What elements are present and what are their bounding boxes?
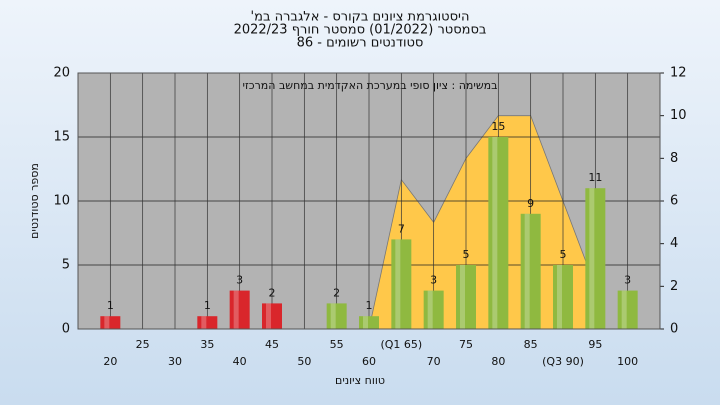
bar-shine [395, 239, 401, 329]
x-tick-label: (Q3 90) [542, 355, 584, 368]
x-tick-label: 85 [524, 338, 538, 351]
bar [585, 188, 606, 329]
bar-shine [233, 290, 239, 329]
data-label: 5 [560, 248, 567, 261]
bar [617, 290, 638, 329]
bar [553, 265, 573, 329]
bar [423, 290, 444, 329]
bar [100, 316, 121, 329]
data-label: 3 [236, 274, 243, 287]
y2-tick-label: 2 [670, 279, 678, 294]
data-label: 2 [269, 286, 276, 299]
bar-shine [201, 316, 207, 329]
y-tick-label: 10 [53, 194, 70, 209]
bar [262, 303, 282, 329]
x-tick-label: 35 [200, 338, 214, 351]
bar-shine [104, 316, 110, 329]
bar [326, 303, 347, 329]
plot-border [77, 72, 661, 330]
data-label: 1 [366, 299, 373, 312]
bar-shine [589, 188, 595, 329]
y-axis-label: מספר סטודנטים [28, 163, 41, 239]
bar [456, 265, 476, 329]
bar-shine [266, 303, 271, 329]
bar-shine [330, 303, 336, 329]
x-tick-label: 30 [168, 355, 182, 368]
x-tick-label: 70 [427, 355, 441, 368]
x-tick-label: 45 [265, 338, 279, 351]
bar-shine [557, 265, 562, 329]
y2-tick-label: 10 [670, 108, 687, 123]
x-tick-label: 95 [588, 338, 602, 351]
bar [488, 137, 509, 329]
data-label: 2 [333, 286, 340, 299]
data-label: 11 [588, 171, 602, 184]
bar-shine [524, 213, 530, 329]
bar-shine [363, 316, 368, 329]
y2-tick-label: 4 [670, 236, 678, 251]
annotation: במשימה : ציון סופי במערכת האקדמית במחשב … [243, 79, 498, 92]
x-tick-label: (Q1 65) [380, 338, 422, 351]
bar [359, 316, 379, 329]
y-tick-label: 5 [62, 258, 70, 273]
x-tick-label: 100 [617, 355, 638, 368]
y-tick-label: 0 [62, 322, 70, 337]
bar-shine [492, 137, 498, 329]
data-label: 1 [204, 299, 211, 312]
y2-tick-label: 12 [670, 66, 687, 81]
data-label: 9 [527, 197, 534, 210]
bar [520, 213, 541, 329]
x-axis-label: טווח ציונים [335, 374, 385, 387]
x-tick-label: 50 [297, 355, 311, 368]
chart-subtitle: סטודנטים רשומים - 86 [297, 36, 424, 51]
data-label: 1 [107, 299, 114, 312]
y2-tick-label: 8 [670, 151, 678, 166]
bar [229, 290, 250, 329]
bar [197, 316, 218, 329]
x-tick-label: 75 [459, 338, 473, 351]
data-label: 7 [398, 222, 405, 235]
y-tick-label: 20 [53, 66, 70, 81]
x-tick-label: 60 [362, 355, 376, 368]
x-tick-label: 80 [491, 355, 505, 368]
x-tick-label: 20 [103, 355, 117, 368]
y2-tick-label: 0 [670, 322, 678, 337]
bar-shine [460, 265, 465, 329]
data-label: 15 [491, 120, 505, 133]
bar [391, 239, 412, 329]
chart-title: היסטוגרמת ציונים בקורס - אלגברה במ' [251, 10, 470, 25]
x-tick-label: 55 [330, 338, 344, 351]
x-tick-label: 40 [233, 355, 247, 368]
bar-shine [427, 290, 433, 329]
chart-subtitle: בסמסטר (01/2022) סמסטר חורף 2022/23 [234, 23, 487, 38]
x-tick-label: 25 [136, 338, 150, 351]
y-tick-label: 15 [53, 130, 70, 145]
data-label: 5 [463, 248, 470, 261]
bar-shine [621, 290, 627, 329]
data-label: 3 [624, 274, 631, 287]
y2-tick-label: 6 [670, 194, 678, 209]
data-label: 3 [430, 274, 437, 287]
